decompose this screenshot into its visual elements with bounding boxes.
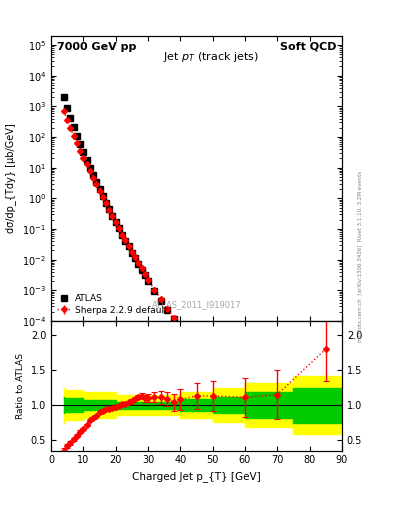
ATLAS bbox=[194, 343, 199, 349]
ATLAS bbox=[275, 431, 280, 437]
ATLAS bbox=[152, 288, 157, 294]
ATLAS bbox=[159, 297, 163, 304]
Text: ATLAS_2011_I919017: ATLAS_2011_I919017 bbox=[152, 301, 241, 310]
ATLAS bbox=[75, 133, 79, 139]
ATLAS bbox=[84, 157, 89, 163]
ATLAS bbox=[126, 243, 131, 249]
ATLAS bbox=[113, 219, 118, 225]
ATLAS bbox=[123, 238, 128, 244]
ATLAS bbox=[88, 165, 92, 171]
Y-axis label: Ratio to ATLAS: Ratio to ATLAS bbox=[16, 353, 25, 419]
Legend: ATLAS, Sherpa 2.2.9 default: ATLAS, Sherpa 2.2.9 default bbox=[55, 292, 169, 316]
Text: Soft QCD: Soft QCD bbox=[279, 41, 336, 52]
ATLAS bbox=[101, 193, 105, 199]
Text: mcplots.cern.ch  [arXiv:1306.3436]  Rivet 3.1.10, 3.2M events: mcplots.cern.ch [arXiv:1306.3436] Rivet … bbox=[358, 170, 363, 342]
ATLAS bbox=[142, 272, 147, 279]
ATLAS bbox=[81, 149, 86, 155]
ATLAS bbox=[136, 261, 141, 267]
Text: 7000 GeV pp: 7000 GeV pp bbox=[57, 41, 136, 52]
ATLAS bbox=[65, 105, 70, 111]
ATLAS bbox=[72, 124, 76, 130]
ATLAS bbox=[78, 141, 83, 147]
Text: Jet $p_T$ (track jets): Jet $p_T$ (track jets) bbox=[163, 50, 259, 64]
ATLAS bbox=[133, 255, 138, 262]
ATLAS bbox=[130, 249, 134, 255]
ATLAS bbox=[91, 172, 95, 178]
ATLAS bbox=[117, 225, 121, 231]
ATLAS bbox=[178, 325, 183, 331]
ATLAS bbox=[68, 115, 73, 121]
ATLAS bbox=[107, 206, 112, 212]
Line: ATLAS: ATLAS bbox=[61, 94, 329, 460]
ATLAS bbox=[139, 267, 144, 273]
ATLAS bbox=[62, 94, 66, 100]
ATLAS bbox=[323, 455, 328, 461]
Y-axis label: dσ/dp_{Tdy} [μb/GeV]: dσ/dp_{Tdy} [μb/GeV] bbox=[6, 123, 17, 233]
X-axis label: Charged Jet p_{T} [GeV]: Charged Jet p_{T} [GeV] bbox=[132, 471, 261, 482]
ATLAS bbox=[171, 315, 176, 322]
ATLAS bbox=[97, 186, 102, 192]
ATLAS bbox=[146, 278, 151, 284]
ATLAS bbox=[165, 307, 170, 313]
ATLAS bbox=[242, 380, 247, 387]
ATLAS bbox=[120, 231, 125, 238]
ATLAS bbox=[210, 356, 215, 362]
ATLAS bbox=[94, 179, 99, 185]
ATLAS bbox=[110, 212, 115, 219]
ATLAS bbox=[104, 200, 108, 206]
